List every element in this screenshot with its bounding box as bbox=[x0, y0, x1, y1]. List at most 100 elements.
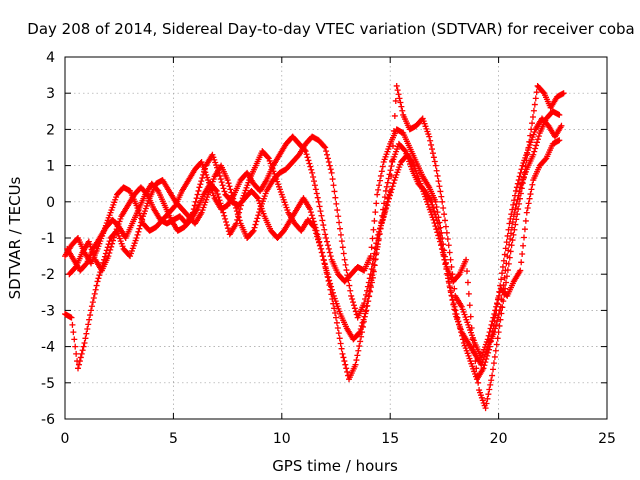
data-point bbox=[327, 166, 334, 173]
data-point bbox=[106, 238, 113, 245]
data-point bbox=[438, 245, 445, 252]
data-point bbox=[457, 325, 464, 332]
data-point bbox=[435, 178, 442, 185]
data-point bbox=[512, 192, 519, 199]
data-point bbox=[441, 211, 448, 218]
data-point bbox=[503, 273, 510, 280]
data-point bbox=[510, 231, 517, 238]
data-point bbox=[344, 272, 351, 279]
data-point bbox=[431, 208, 438, 215]
data-point bbox=[485, 391, 492, 398]
data-point bbox=[191, 202, 198, 209]
data-point bbox=[439, 249, 446, 256]
data-point bbox=[221, 212, 228, 219]
data-point bbox=[426, 133, 433, 140]
data-point bbox=[387, 187, 394, 194]
data-point bbox=[350, 302, 357, 309]
data-point bbox=[329, 296, 336, 303]
data-point bbox=[427, 137, 434, 144]
y-tick-label: 2 bbox=[46, 122, 55, 138]
data-point bbox=[81, 339, 88, 346]
data-point bbox=[377, 172, 384, 179]
data-point bbox=[523, 157, 530, 164]
data-point bbox=[327, 286, 334, 293]
data-point bbox=[322, 144, 329, 151]
data-point bbox=[311, 178, 318, 185]
data-point bbox=[509, 206, 516, 213]
data-point bbox=[326, 162, 333, 169]
data-point bbox=[216, 172, 223, 179]
data-point bbox=[503, 239, 510, 246]
data-point bbox=[526, 138, 533, 145]
data-point bbox=[320, 222, 327, 229]
data-point bbox=[506, 220, 513, 227]
data-point bbox=[482, 359, 489, 366]
data-point bbox=[450, 300, 457, 307]
data-point bbox=[307, 209, 314, 216]
data-point bbox=[428, 141, 435, 148]
data-point bbox=[366, 275, 373, 282]
data-point bbox=[493, 341, 500, 348]
data-point bbox=[455, 318, 462, 325]
data-point bbox=[332, 194, 339, 201]
data-point bbox=[450, 278, 457, 285]
data-point bbox=[445, 242, 452, 249]
data-point bbox=[68, 314, 75, 321]
y-tick-label: -6 bbox=[41, 412, 55, 428]
data-point bbox=[70, 329, 77, 336]
data-point bbox=[500, 257, 507, 264]
data-point bbox=[303, 151, 310, 158]
data-point bbox=[374, 191, 381, 198]
data-point bbox=[352, 361, 359, 368]
data-point bbox=[372, 209, 379, 216]
data-point bbox=[490, 366, 497, 373]
data-point bbox=[454, 314, 461, 321]
data-point bbox=[375, 186, 382, 193]
data-point bbox=[381, 209, 388, 216]
data-point bbox=[324, 155, 331, 162]
data-point bbox=[192, 198, 199, 205]
data-point bbox=[223, 218, 230, 225]
data-point bbox=[521, 226, 528, 233]
data-point bbox=[540, 89, 547, 96]
data-point bbox=[371, 250, 378, 257]
data-point bbox=[368, 244, 375, 251]
data-point bbox=[361, 300, 368, 307]
data-point bbox=[356, 343, 363, 350]
data-point bbox=[362, 308, 369, 315]
data-point bbox=[374, 235, 381, 241]
data-point bbox=[533, 142, 540, 149]
data-point bbox=[105, 241, 112, 248]
data-point bbox=[236, 217, 243, 224]
data-point bbox=[378, 168, 385, 175]
data-point bbox=[430, 154, 437, 161]
data-point bbox=[335, 213, 342, 220]
y-tick-label: -5 bbox=[41, 376, 55, 392]
data-point bbox=[401, 147, 408, 154]
data-point bbox=[357, 338, 364, 345]
data-point bbox=[513, 216, 520, 223]
data-point bbox=[439, 198, 446, 205]
data-point bbox=[326, 249, 333, 256]
data-point bbox=[384, 198, 391, 205]
data-point bbox=[389, 142, 396, 149]
data-point bbox=[337, 225, 344, 232]
data-point bbox=[330, 182, 337, 189]
data-point bbox=[452, 307, 459, 314]
data-point bbox=[103, 247, 110, 254]
data-point bbox=[517, 190, 524, 197]
data-point bbox=[324, 151, 331, 158]
data-point bbox=[384, 179, 391, 186]
data-point bbox=[134, 231, 141, 238]
data-point bbox=[488, 321, 495, 328]
data-point bbox=[515, 177, 522, 184]
data-point bbox=[355, 347, 362, 354]
data-point bbox=[224, 177, 231, 184]
data-point bbox=[319, 217, 326, 224]
data-point bbox=[372, 245, 379, 252]
data-point bbox=[442, 260, 449, 267]
data-point bbox=[505, 260, 512, 267]
data-point bbox=[440, 253, 447, 260]
data-point bbox=[219, 182, 226, 189]
data-point bbox=[480, 365, 487, 372]
